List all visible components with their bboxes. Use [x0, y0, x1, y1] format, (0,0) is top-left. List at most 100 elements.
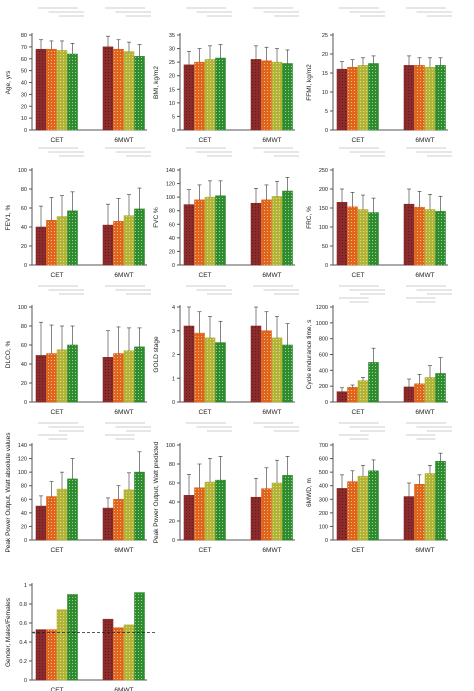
- x-category-label: 6MWT: [415, 137, 434, 144]
- chart-panel-1: 0 5 10 15 20 25 30 35 BMI, kg/m2 CET 6MWT: [153, 7, 299, 144]
- y-tick-label: 100: [18, 470, 27, 476]
- y-tick-label: 25: [322, 33, 328, 39]
- y-tick-label: 200: [319, 511, 328, 517]
- y-tick-label: 80: [169, 462, 175, 468]
- y-tick-label: 0: [325, 263, 328, 269]
- y-axis-label: DLCO, %: [5, 341, 12, 369]
- y-tick-label: 1: [24, 583, 27, 589]
- y-tick-label: 40: [21, 81, 27, 87]
- y-tick-label: 40: [21, 225, 27, 231]
- bar: [46, 496, 57, 541]
- bar: [250, 59, 262, 131]
- x-category-label: CET: [199, 137, 212, 144]
- bar: [357, 380, 369, 403]
- chart-panel-5: 0 50 100 150 200 250 FRC, % CET 6MWT: [306, 147, 452, 279]
- y-tick-label: 3: [172, 329, 175, 335]
- y-tick-label: 0: [172, 538, 175, 544]
- bar: [113, 353, 124, 403]
- y-tick-label: 100: [166, 195, 175, 201]
- bar: [134, 471, 145, 541]
- x-category-label: 6MWT: [262, 137, 281, 144]
- bar: [414, 383, 425, 403]
- x-category-label: 6MWT: [415, 272, 434, 279]
- bar: [46, 353, 57, 403]
- y-tick-label: 250: [319, 168, 328, 174]
- x-category-label: CET: [199, 409, 212, 416]
- y-tick-label: 20: [21, 381, 27, 387]
- y-tick-label: 1200: [316, 305, 328, 311]
- bar: [113, 627, 124, 681]
- y-tick-label: 100: [18, 168, 27, 174]
- chart-panel-8: 0 200 400 600 800 1000 1200 Cycle endurance tim…: [306, 285, 452, 416]
- chart-panel-4: 0 20 40 60 80 100 120 140 FVC % CET 6MWT: [153, 147, 299, 279]
- x-category-label: CET: [51, 547, 64, 554]
- bar: [123, 624, 135, 681]
- bar: [357, 65, 369, 131]
- bar: [414, 65, 425, 131]
- y-tick-label: 0.2: [19, 659, 27, 665]
- y-tick-label: 30: [21, 92, 27, 98]
- chart-panel-10: 0 20 40 60 80 100 Peak Power Output, Watt pred…: [153, 422, 299, 554]
- y-tick-label: 60: [21, 343, 27, 349]
- y-tick-label: 10: [169, 101, 175, 107]
- bar: [336, 202, 348, 266]
- y-tick-label: 1: [172, 376, 175, 382]
- y-tick-label: 100: [319, 225, 328, 231]
- bar: [414, 206, 425, 266]
- y-tick-label: 70: [21, 45, 27, 51]
- y-tick-label: 80: [21, 324, 27, 330]
- bar: [261, 60, 272, 131]
- bar: [261, 488, 272, 541]
- bar: [414, 484, 425, 541]
- bar: [35, 629, 47, 681]
- bar: [56, 349, 68, 403]
- bar: [347, 206, 358, 266]
- y-axis-label: Peak Power Output, Watt absolute values: [5, 432, 12, 553]
- bar: [134, 56, 145, 131]
- chart-panel-7: 0 1 2 3 4 GOLD stage CET 6MWT: [153, 285, 299, 416]
- x-category-label: CET: [352, 547, 365, 554]
- y-axis-label: FVC %: [153, 207, 160, 228]
- x-category-label: CET: [51, 272, 64, 279]
- y-tick-label: 15: [322, 71, 328, 77]
- y-tick-label: 80: [21, 187, 27, 193]
- bar: [271, 482, 283, 541]
- bar: [67, 594, 78, 681]
- y-tick-label: 2: [172, 353, 175, 359]
- bar: [183, 325, 195, 403]
- bar: [183, 204, 195, 266]
- y-tick-label: 140: [166, 168, 175, 174]
- x-category-label: CET: [199, 547, 212, 554]
- bar: [424, 209, 436, 266]
- y-axis-label: Peak Power Output, Watt predicted: [153, 441, 160, 543]
- bar: [336, 68, 348, 131]
- bar: [102, 507, 114, 541]
- bar: [215, 195, 226, 266]
- bar: [347, 387, 358, 403]
- y-tick-label: 25: [169, 60, 175, 66]
- y-tick-label: 120: [18, 457, 27, 463]
- chart-panel-0: 0 10 20 30 40 50 60 70 80 Age, yrs CET 6MWT: [5, 7, 151, 144]
- y-tick-label: 20: [322, 52, 328, 58]
- bar: [204, 481, 216, 541]
- bar: [250, 325, 262, 403]
- chart-panel-11: 0 100 200 300 400 500 600 700 6MWD, m CET 6MWT: [306, 422, 452, 554]
- y-tick-label: 80: [21, 484, 27, 490]
- y-tick-label: 20: [169, 74, 175, 80]
- y-tick-label: 0: [24, 263, 27, 269]
- bar: [347, 481, 358, 541]
- x-category-label: CET: [352, 272, 365, 279]
- bar: [261, 199, 272, 266]
- y-tick-label: 120: [166, 182, 175, 188]
- bar: [113, 498, 124, 541]
- bar: [183, 495, 195, 541]
- y-axis-label: FEV1, %: [5, 204, 12, 230]
- y-tick-label: 1000: [316, 321, 328, 327]
- bar: [368, 212, 379, 266]
- bar: [368, 63, 379, 131]
- bar: [113, 48, 124, 131]
- bar: [102, 46, 114, 131]
- bar: [204, 196, 216, 266]
- y-axis-label: Gender, Males/Females: [5, 597, 12, 667]
- y-tick-label: 80: [169, 209, 175, 215]
